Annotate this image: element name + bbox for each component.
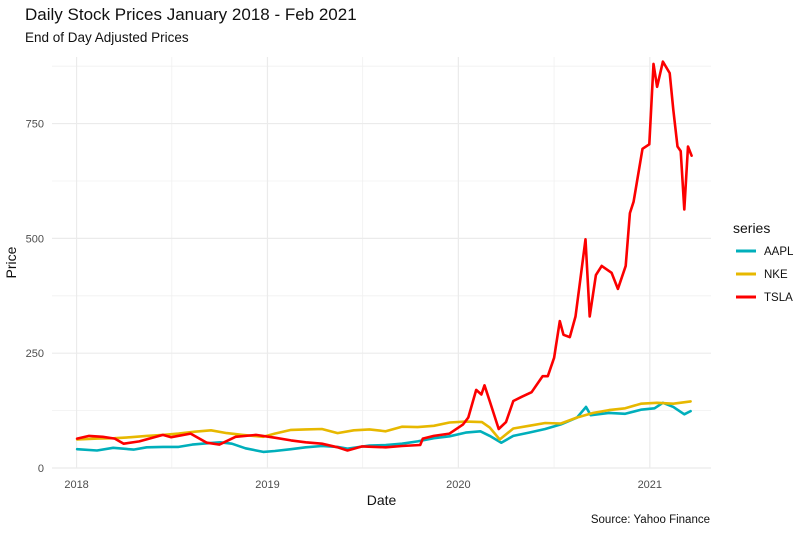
y-axis-title: Price xyxy=(3,246,19,278)
chart-subtitle: End of Day Adjusted Prices xyxy=(25,30,189,45)
legend-title: series xyxy=(733,220,770,236)
y-tick-label: 0 xyxy=(38,463,44,475)
x-axis-title: Date xyxy=(367,492,397,508)
series-line-nke xyxy=(75,400,692,441)
y-axis-ticks: 0 250 500 750 xyxy=(26,119,44,475)
x-tick-label: 2020 xyxy=(446,479,470,491)
legend-label-nke: NKE xyxy=(764,269,788,281)
x-tick-label: 2018 xyxy=(64,479,88,491)
grid-major xyxy=(52,57,711,469)
legend-label-tsla: TSLA xyxy=(764,292,793,304)
series-line-tsla xyxy=(75,60,693,452)
grid-minor xyxy=(52,57,711,468)
legend: series AAPL NKE TSLA xyxy=(733,220,794,304)
chart-title: Daily Stock Prices January 2018 - Feb 20… xyxy=(25,5,357,24)
x-tick-label: 2021 xyxy=(638,479,662,491)
legend-label-aapl: AAPL xyxy=(764,246,794,258)
chart-caption: Source: Yahoo Finance xyxy=(590,514,710,526)
y-tick-label: 500 xyxy=(26,233,44,245)
x-tick-label: 2019 xyxy=(255,479,279,491)
y-tick-label: 750 xyxy=(26,119,44,131)
x-axis-ticks: 2018 2019 2020 2021 xyxy=(64,479,662,491)
y-tick-label: 250 xyxy=(26,348,44,360)
series-line-aapl xyxy=(75,401,692,454)
series-layer xyxy=(75,60,693,454)
